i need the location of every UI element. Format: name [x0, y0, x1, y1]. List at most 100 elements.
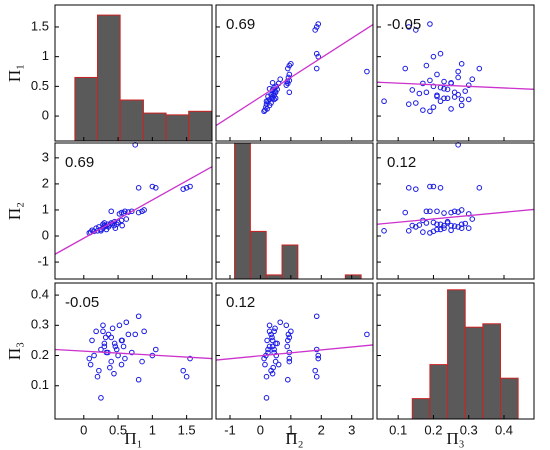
panel-border [54, 4, 213, 142]
scatter-point [469, 76, 476, 83]
scatter-point [149, 183, 156, 190]
scatter-point [107, 364, 113, 371]
scatter-point [437, 98, 444, 105]
y-tick-label: 0.4 [31, 287, 49, 302]
scatter-point [434, 208, 440, 215]
correlation-label: 0.12 [226, 294, 255, 311]
fit-line [376, 208, 535, 225]
scatter-point [263, 395, 270, 401]
scatter-point [119, 337, 125, 344]
scatter-point [108, 208, 115, 215]
scatter-point [123, 216, 130, 222]
x-tick-label: 2 [318, 422, 325, 437]
scatter-point [409, 87, 416, 93]
histogram-bar [165, 114, 190, 142]
scatter-point [458, 60, 465, 67]
scatter-point [437, 221, 444, 228]
scatter-point [109, 325, 116, 332]
scatter-point [465, 225, 472, 231]
x-tick-label: 1 [149, 422, 156, 437]
histogram-bar [499, 377, 519, 420]
scatter-point [458, 96, 465, 103]
scatter-point [451, 89, 458, 96]
scatter-point [271, 96, 277, 103]
scatter-point [462, 88, 469, 94]
scatter-point [381, 228, 387, 234]
scatter-point [437, 185, 444, 191]
scatter-point [273, 352, 280, 359]
scatter-point [448, 222, 454, 229]
scatter-point [108, 334, 115, 341]
y-tick-label: 0.2 [31, 347, 49, 362]
correlation-label: -0.05 [387, 16, 421, 33]
histogram-bar [234, 142, 251, 280]
scatter-point [269, 337, 276, 344]
scatter-point [180, 186, 187, 192]
histogram-bar [429, 364, 449, 420]
scatter-point [469, 216, 476, 222]
scatter-point [413, 186, 419, 192]
scatter-point [284, 343, 290, 350]
scatter-point [269, 334, 275, 341]
panel-border [54, 142, 213, 280]
histogram-bar [447, 289, 466, 420]
scatter-point [286, 71, 293, 78]
x-axis-label: Π₂ [285, 429, 303, 448]
x-tick-label: 0 [80, 422, 87, 437]
x-tick-label: -1 [224, 422, 236, 437]
scatter-point [89, 337, 95, 344]
scatter-point [427, 183, 433, 190]
scatter-point [118, 361, 125, 368]
scatter-point [272, 358, 279, 365]
scatter-point [437, 50, 444, 57]
y-tick-label: 0 [42, 107, 49, 122]
scatter-point [187, 355, 193, 362]
scatter-point [315, 53, 322, 60]
scatter-point [102, 334, 109, 341]
scatter-point [430, 104, 437, 110]
scatter-point [313, 373, 320, 380]
scatter-point [448, 209, 454, 216]
x-tick-label: 0 [257, 422, 264, 437]
histogram-bar [188, 110, 213, 142]
scatter-point [441, 225, 447, 231]
scatter-point [262, 361, 268, 368]
scatter-point [93, 328, 99, 335]
panel-border [54, 282, 213, 420]
scatter-point [101, 220, 108, 226]
scatter-point [434, 71, 440, 78]
scatter-point [423, 208, 430, 215]
histogram-bar [249, 230, 267, 280]
scatter-point [98, 395, 104, 401]
scatter-point [444, 220, 451, 226]
scatter-point [430, 83, 437, 90]
scatter-point [139, 358, 145, 365]
scatter-point [448, 106, 454, 112]
scatter-point [451, 208, 458, 215]
histogram-bar [411, 398, 431, 420]
x-tick-label: 0.4 [495, 422, 513, 437]
y-axis-label: Π₃ [5, 342, 24, 360]
correlation-label: -0.05 [65, 294, 99, 311]
scatter-point [405, 228, 412, 234]
scatter-point [275, 361, 282, 368]
y-tick-label: 0.3 [31, 317, 49, 332]
scatter-point [434, 226, 440, 233]
x-tick-label: 1.5 [178, 422, 196, 437]
scatter-point [313, 50, 320, 57]
scatter-point [120, 343, 127, 350]
scatter-point [413, 100, 419, 106]
scatter-point [272, 95, 279, 102]
scatter-point [434, 93, 440, 100]
scatter-point [125, 331, 132, 338]
scatter-point [315, 355, 322, 362]
scatter-point [96, 367, 102, 374]
scatter-point [427, 230, 433, 236]
scatter-point [87, 361, 94, 368]
x-tick-label: 0.2 [424, 422, 442, 437]
scatter-point [402, 65, 409, 72]
panel-border [215, 4, 374, 142]
scatter-point [444, 95, 451, 102]
scatter-point [93, 225, 99, 231]
scatter-point [476, 185, 483, 191]
